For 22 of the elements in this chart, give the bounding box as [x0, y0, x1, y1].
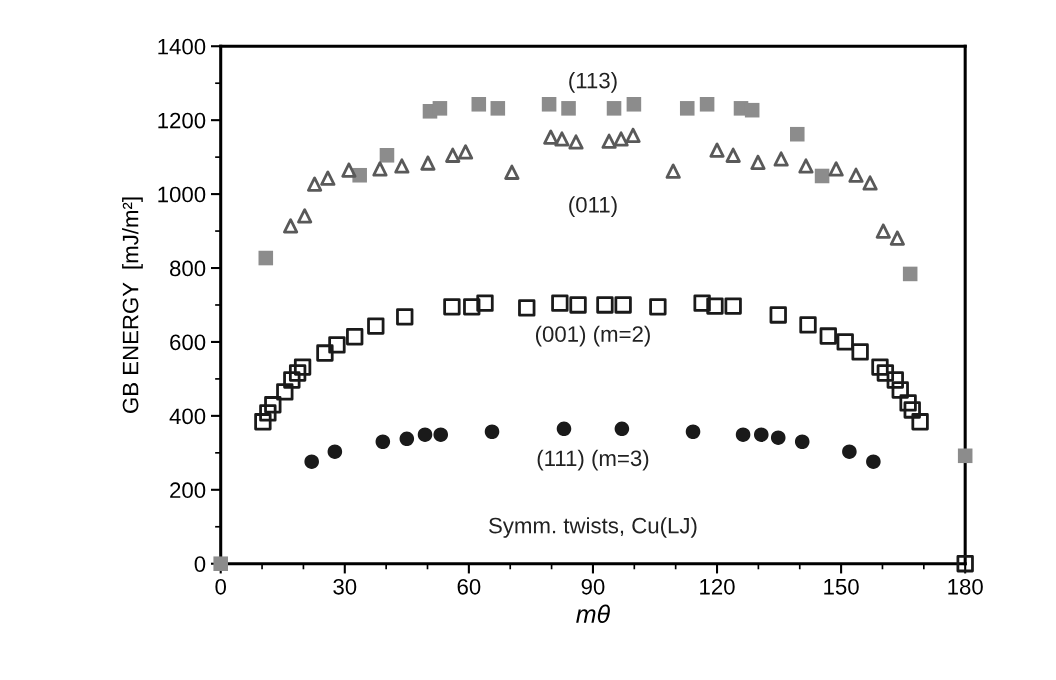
annotation: Symm. twists, Cu(LJ) [489, 517, 697, 538]
x-tick-label: 150 [824, 578, 859, 595]
y-tick-label: 600 [170, 334, 206, 351]
x-tick-label: 0 [215, 578, 227, 595]
x-tick-label: 180 [948, 578, 983, 595]
x-tick-label: 30 [333, 578, 357, 595]
x-axis-title: mθ [576, 604, 610, 623]
y-tick-label: 1200 [158, 112, 206, 129]
series-label: (111) (m=3) [537, 449, 649, 471]
y-tick-label: 200 [170, 482, 206, 499]
text: (011) [569, 196, 617, 218]
y-tick-label: 800 [170, 260, 206, 277]
y-tick-label: 1000 [158, 186, 206, 203]
x-tick-label: 60 [457, 578, 481, 595]
x-tick-label: 120 [700, 578, 735, 595]
x-tick-label: 90 [581, 578, 605, 595]
y-tick-label: 1400 [158, 38, 206, 55]
y-tick-label: 0 [194, 556, 206, 572]
y-axis-title: GB ENERGY [mJ/m²] [122, 197, 143, 413]
y-tick-label: 400 [169, 408, 206, 425]
series-label: (113) [569, 72, 617, 93]
series-label: (001) (m=2) [535, 325, 650, 347]
